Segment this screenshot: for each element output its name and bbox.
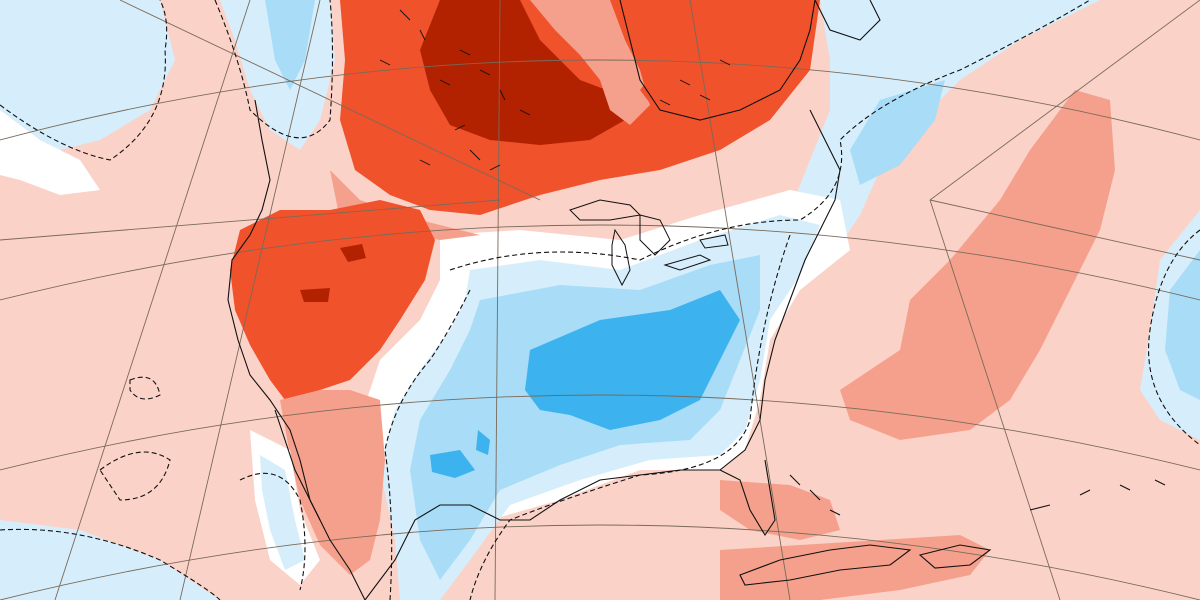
coastline-hudson bbox=[619, 0, 816, 121]
coastline-antilles bbox=[1029, 479, 1166, 511]
coastline-hispaniola bbox=[918, 544, 992, 569]
lake-huron bbox=[639, 214, 671, 256]
coastline-bahamas bbox=[789, 474, 841, 516]
anomaly-warm-west-us bbox=[230, 200, 435, 400]
anomaly-white-nw bbox=[0, 110, 100, 195]
coastline-cuba bbox=[739, 544, 912, 586]
anomaly-cool-far-east-core bbox=[1165, 250, 1200, 400]
anomaly-strong-warm-west-spot2 bbox=[300, 288, 330, 302]
anomaly-strong-warm-west-spot bbox=[340, 244, 366, 262]
anomaly-cool-texas-spot bbox=[430, 450, 475, 478]
anomaly-cool-bc-core bbox=[265, 0, 315, 90]
great-lakes bbox=[569, 199, 729, 287]
anomaly-cool-ne-core bbox=[850, 80, 945, 185]
anomaly-cool-ne bbox=[790, 0, 1100, 250]
anomaly-cool-mexico-coast bbox=[260, 455, 305, 570]
anomaly-cool-sw bbox=[0, 520, 220, 600]
coastline-florida bbox=[719, 459, 776, 537]
canada-lakes bbox=[379, 9, 731, 171]
anomaly-cool-nw bbox=[0, 0, 175, 150]
lake-erie bbox=[663, 254, 712, 271]
lake-ontario bbox=[699, 234, 729, 249]
anomaly-warm-mexico bbox=[280, 390, 385, 575]
coastline-east bbox=[759, 109, 841, 421]
coastline-gulf bbox=[364, 419, 761, 600]
coastline-labrador bbox=[814, 0, 881, 41]
anomaly-cool-texas-spot2 bbox=[476, 430, 490, 455]
coastline-baja bbox=[274, 409, 321, 521]
anomaly-warm-caribbean bbox=[720, 480, 840, 540]
coastlines bbox=[227, 0, 1166, 600]
anomaly-strong-warm-canada bbox=[420, 0, 625, 145]
anomaly-warm-atlantic bbox=[840, 90, 1115, 440]
lake-michigan bbox=[611, 228, 631, 287]
anomaly-hudson-cool bbox=[530, 0, 650, 125]
